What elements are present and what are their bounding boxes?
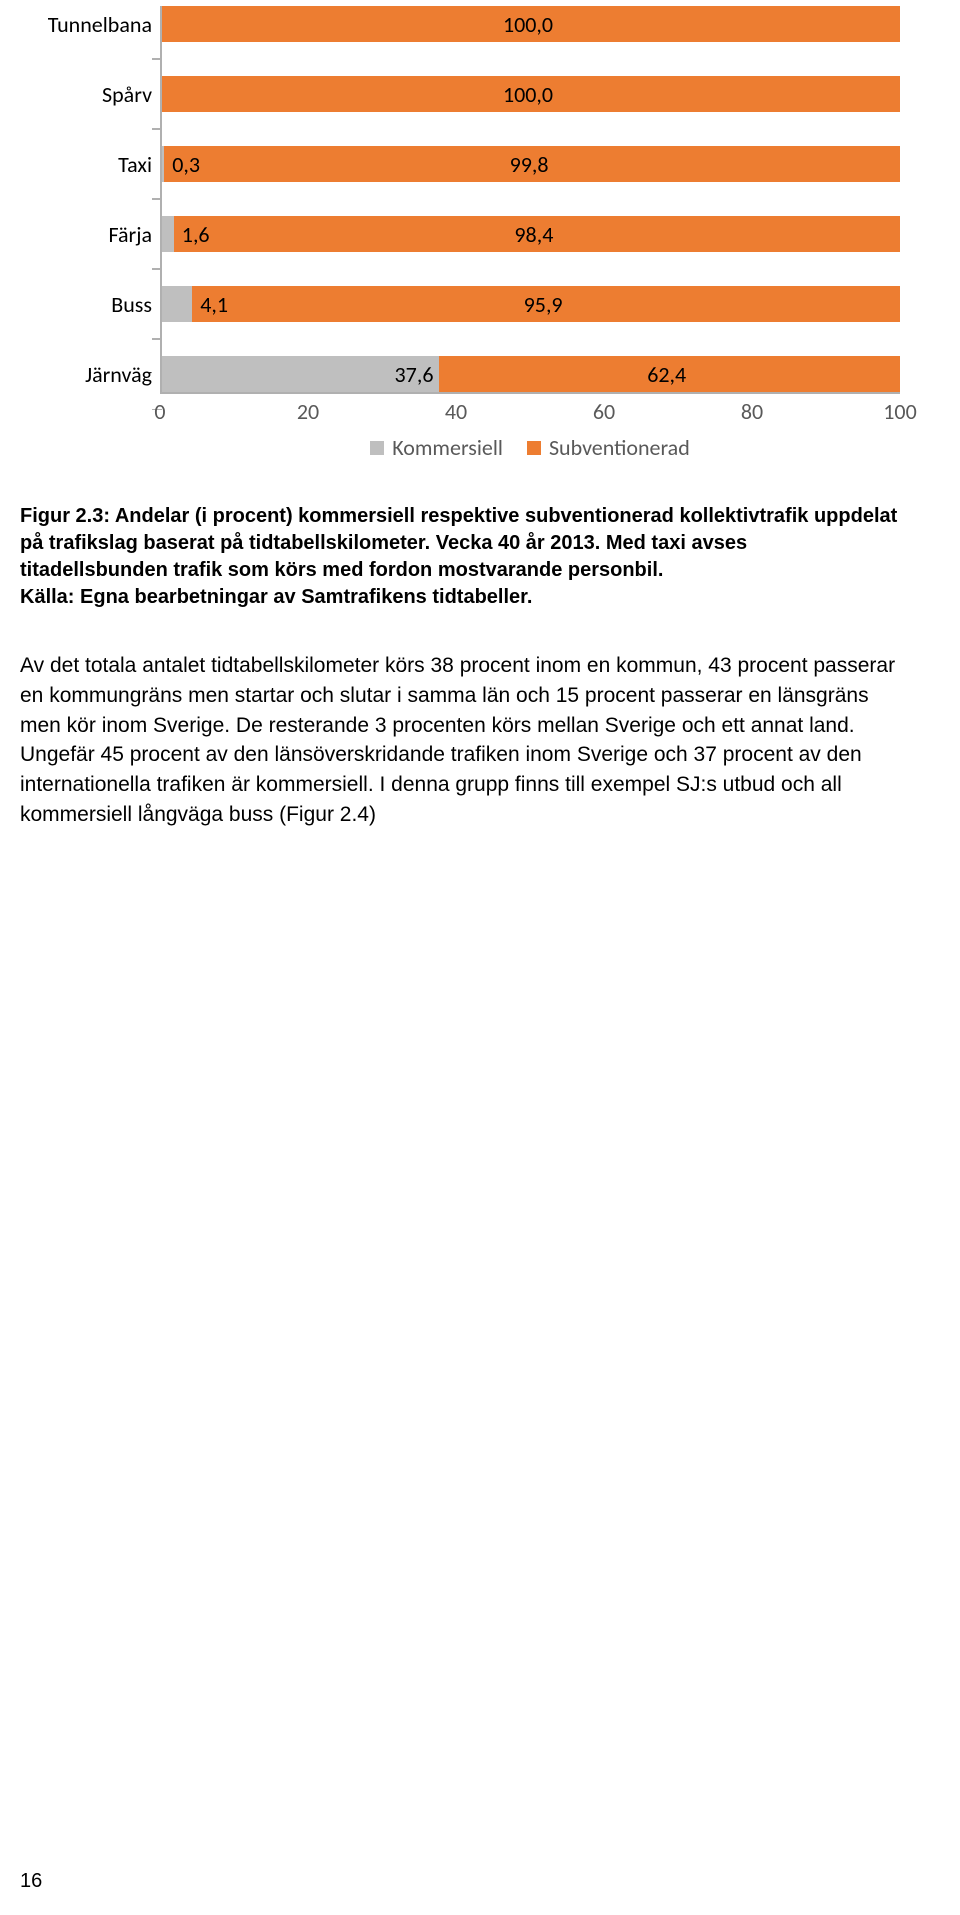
bar-value-label: 95,9 — [524, 291, 563, 318]
bar-value-label: 4,1 — [192, 291, 228, 318]
bar-segment-kommersiell: 0,3 — [162, 146, 164, 182]
bar-value-label: 1,6 — [174, 221, 210, 248]
chart-row: Buss4,195,9 — [162, 286, 900, 322]
bar-value-label: 37,6 — [395, 361, 434, 388]
legend-swatch — [370, 441, 384, 455]
bar-value-label: 100,0 — [503, 11, 553, 38]
page-number: 16 — [20, 1870, 42, 1893]
category-label: Buss — [12, 291, 152, 318]
bar-segment-kommersiell: 37,6 — [162, 356, 439, 392]
category-label: Tunnelbana — [12, 11, 152, 38]
legend-item: Subventionerad — [527, 434, 690, 461]
legend-swatch — [527, 441, 541, 455]
legend-label: Kommersiell — [392, 434, 503, 461]
category-label: Järnväg — [12, 361, 152, 388]
chart-row: Tunnelbana100,0 — [162, 6, 900, 42]
bar-segment-subventionerad: 62,4 — [439, 356, 900, 392]
x-axis-tick: 100 — [883, 398, 916, 425]
legend-item: Kommersiell — [370, 434, 503, 461]
category-label: Taxi — [12, 151, 152, 178]
bar-segment-kommersiell: 1,6 — [162, 216, 174, 252]
x-axis-tick: 0 — [154, 398, 165, 425]
stacked-bar-chart: Tunnelbana100,0Spårv100,0Taxi0,399,8Färj… — [20, 6, 900, 485]
chart-row: Färja1,698,4 — [162, 216, 900, 252]
chart-row: Spårv100,0 — [162, 76, 900, 112]
bar-segment-subventionerad: 99,8 — [164, 146, 900, 182]
body-paragraph: Av det totala antalet tidtabellskilomete… — [20, 651, 900, 830]
chart-legend: Kommersiell Subventionerad — [160, 434, 900, 461]
bar-segment-subventionerad: 95,9 — [192, 286, 900, 322]
bar-value-label: 0,3 — [164, 151, 200, 178]
bar-value-label: 98,4 — [514, 221, 553, 248]
bar-value-label: 100,0 — [503, 81, 553, 108]
chart-row: Taxi0,399,8 — [162, 146, 900, 182]
legend-label: Subventionerad — [549, 434, 690, 461]
caption-source: Källa: Egna bearbetningar av Samtrafiken… — [20, 586, 532, 608]
category-label: Spårv — [12, 81, 152, 108]
bar-segment-kommersiell: 4,1 — [162, 286, 192, 322]
x-axis-tick: 80 — [741, 398, 763, 425]
chart-row: Järnväg37,662,4 — [162, 356, 900, 392]
caption-text: Andelar (i procent) kommersiell respekti… — [20, 505, 897, 581]
figure-caption: Figur 2.3: Andelar (i procent) kommersie… — [20, 503, 900, 611]
x-axis-tick: 60 — [593, 398, 615, 425]
bar-value-label: 99,8 — [510, 151, 549, 178]
x-axis-tick: 40 — [445, 398, 467, 425]
x-axis-tick: 20 — [297, 398, 319, 425]
category-label: Färja — [12, 221, 152, 248]
bar-value-label: 62,4 — [647, 361, 686, 388]
figure-number: Figur 2.3: — [20, 505, 115, 527]
bar-segment-subventionerad: 100,0 — [162, 6, 900, 42]
bar-segment-subventionerad: 100,0 — [162, 76, 900, 112]
bar-segment-subventionerad: 98,4 — [174, 216, 900, 252]
